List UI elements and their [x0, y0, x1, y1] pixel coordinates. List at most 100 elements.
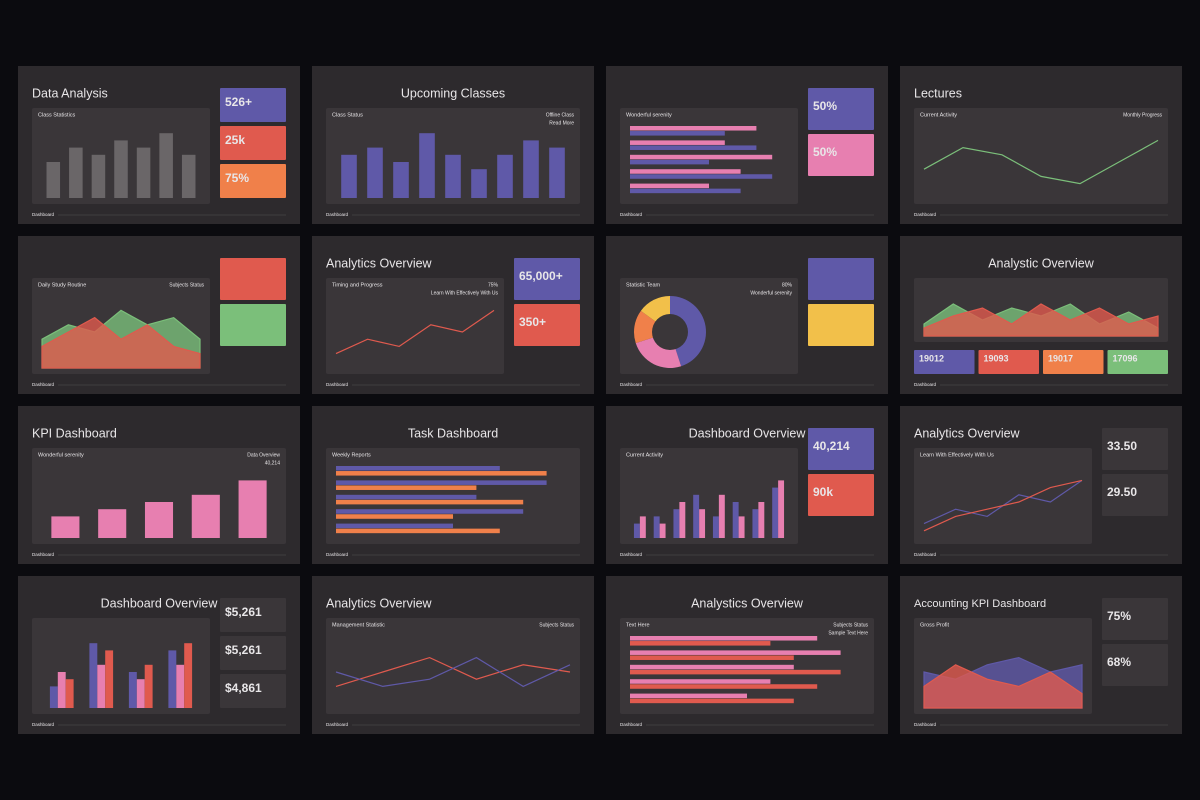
footer: Dashboard: [32, 552, 55, 557]
slide-title: Dashboard Overview: [689, 426, 807, 440]
panel-label: 40,214: [265, 460, 281, 466]
slide: KPI Dashboard Dashboard Wonderful serenity…: [18, 406, 300, 564]
card: [220, 164, 286, 198]
panel-label: Wonderful serenity: [626, 112, 672, 118]
slide-title: Data Analysis: [32, 86, 108, 100]
card: [1102, 644, 1168, 686]
donut-hole: [652, 314, 688, 350]
bar: [523, 140, 539, 198]
card: [220, 88, 286, 122]
bar: [336, 471, 547, 476]
bar: [673, 509, 680, 538]
bar: [630, 154, 773, 160]
bar: [98, 509, 127, 538]
panel-label: Subjects Status: [833, 622, 868, 628]
panel-label: Timing and Progress: [332, 282, 383, 288]
card-value: 65,000+: [519, 269, 563, 283]
footer: Dashboard: [620, 552, 643, 557]
bar: [630, 159, 709, 165]
bar: [699, 509, 706, 538]
bar: [336, 499, 524, 505]
slide: Task Dashboard Dashboard Weekly Reports: [312, 406, 594, 564]
bar: [630, 636, 818, 641]
panel-label: Learn With Effectively With Us: [920, 452, 994, 458]
bar: [136, 147, 151, 198]
slide: Analytics Overview Dashboard 65,000+ 350+ Ti…: [312, 236, 594, 394]
card: [514, 258, 580, 300]
card-value: 90k: [813, 485, 833, 499]
bar: [144, 664, 153, 708]
line: [923, 479, 1083, 532]
bar: [336, 514, 453, 519]
card-value: 19093: [984, 353, 1009, 363]
slide: Accounting KPI Dashboard Dashboard 75% 68% G…: [900, 576, 1182, 734]
footer: Dashboard: [32, 722, 55, 727]
bar: [630, 679, 771, 684]
panel: [620, 448, 798, 544]
panel-label: Weekly Reports: [332, 452, 371, 458]
bar: [393, 162, 409, 198]
bar: [693, 494, 700, 538]
bar: [630, 693, 747, 699]
line: [923, 139, 1159, 185]
card: [808, 428, 874, 470]
bar: [630, 641, 771, 646]
panel-label: Current Activity: [626, 452, 663, 458]
slide: Analytics Overview Dashboard 33.50 29.50 Lea…: [900, 406, 1182, 564]
panel-label: Monthly Progress: [1123, 112, 1162, 118]
bar: [91, 154, 106, 198]
slide-title: Analystic Overview: [988, 256, 1095, 270]
panel-label: Class Statistics: [38, 112, 76, 118]
panel-label: Data Overview: [247, 452, 280, 458]
slide-title: Lectures: [914, 86, 962, 100]
card-value: 19017: [1048, 353, 1073, 363]
bar: [341, 154, 357, 198]
bar: [336, 466, 500, 471]
slide: Dashboard Statistic Team 80% Wonderful sere…: [606, 236, 888, 394]
panel-label: Gross Profit: [920, 622, 950, 628]
card-value: 75%: [225, 171, 249, 185]
panel-label: Statistic Team: [626, 282, 661, 288]
panel-label: Learn With Effectively With Us: [431, 290, 499, 296]
bar: [630, 664, 794, 670]
bar: [630, 650, 841, 655]
bar: [778, 480, 785, 538]
bar: [128, 672, 137, 708]
bar: [336, 523, 453, 529]
line: [335, 656, 571, 688]
bar: [752, 509, 759, 538]
footer: Dashboard: [620, 722, 643, 727]
bar: [168, 650, 177, 708]
slide-title: Analytics Overview: [326, 596, 433, 610]
panel-label: Wonderful serenity: [38, 452, 84, 458]
area: [923, 303, 1159, 337]
bar: [336, 509, 524, 514]
slide: Data Analysis Dashboard 526+ 25k 75% Class St…: [18, 66, 300, 224]
bar: [659, 523, 666, 538]
bar: [630, 188, 741, 194]
slide: Analystics Overview Dashboard Text Here Sub…: [606, 576, 888, 734]
bar: [136, 679, 145, 708]
slide: Dashboard Daily Study Routine Subjects Sta…: [18, 236, 300, 394]
card: [914, 350, 975, 374]
bar: [336, 528, 500, 534]
footer: Dashboard: [326, 212, 349, 217]
bar: [49, 686, 58, 708]
slide: Dashboard Overview Dashboard $5,261 $5,261 $…: [18, 576, 300, 734]
bar: [630, 183, 709, 189]
card-value: 75%: [1107, 609, 1131, 623]
panel-label: Daily Study Routine: [38, 282, 86, 288]
panel-label: Read More: [549, 120, 574, 126]
card: [808, 258, 874, 300]
slide: Analytics Overview Dashboard Management St…: [312, 576, 594, 734]
card: [1043, 350, 1104, 374]
pie-slice: [634, 310, 670, 344]
footer: Dashboard: [914, 382, 937, 387]
bar: [630, 131, 725, 136]
card: [220, 304, 286, 346]
bar: [144, 502, 174, 538]
panel-label: Offline Class: [546, 112, 575, 118]
panel-label: Class Status: [332, 112, 363, 118]
